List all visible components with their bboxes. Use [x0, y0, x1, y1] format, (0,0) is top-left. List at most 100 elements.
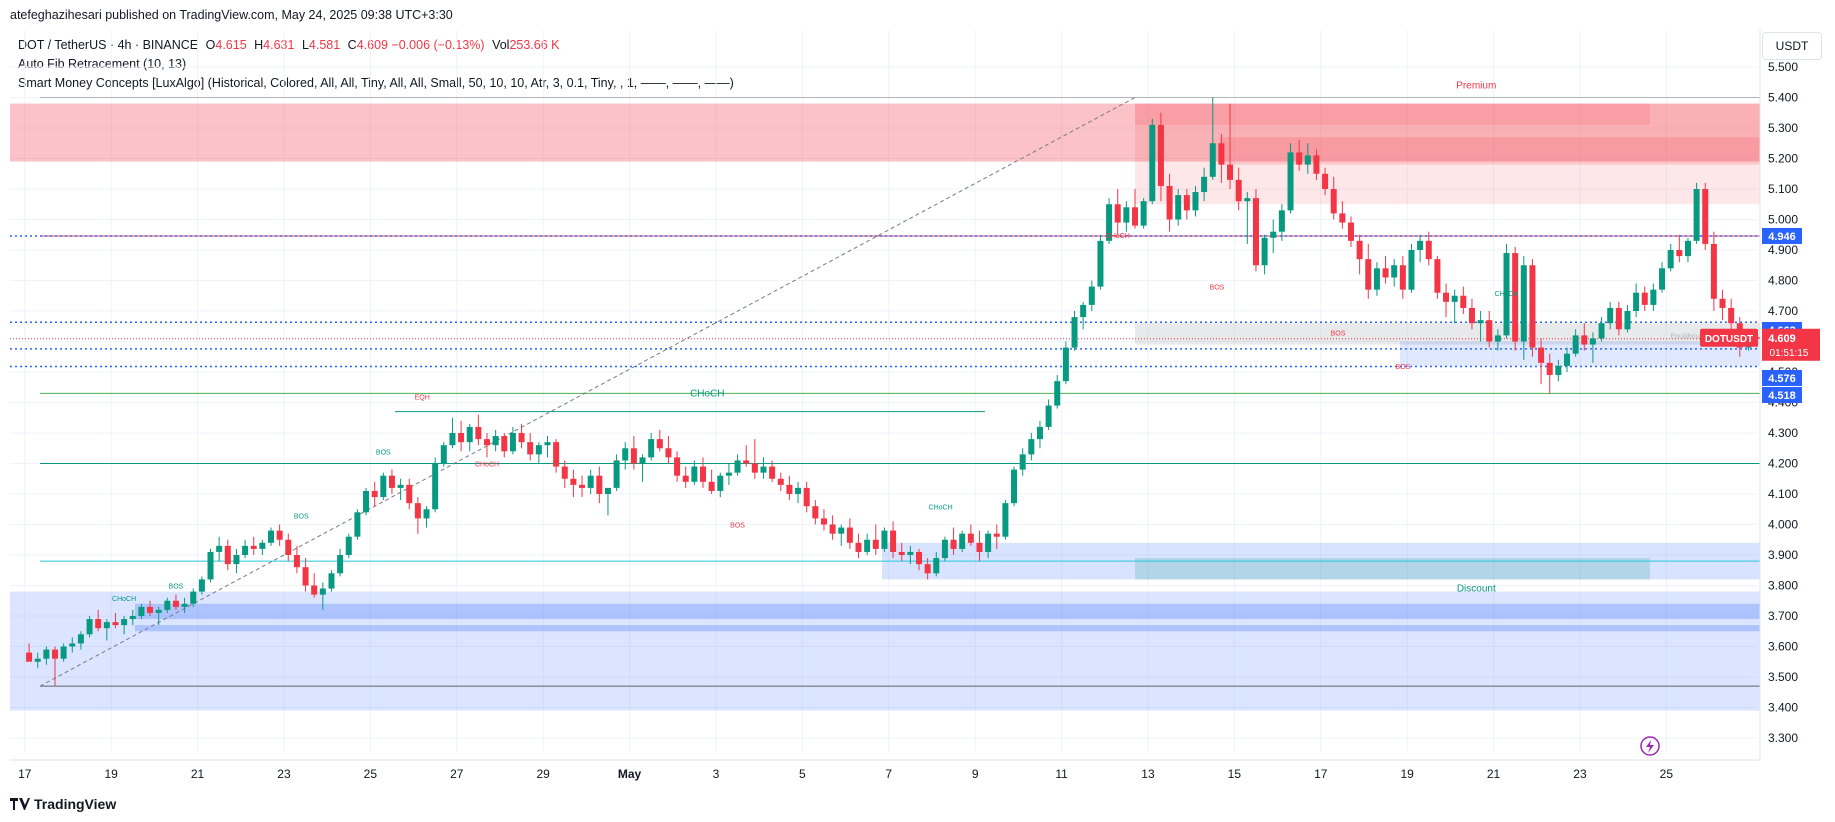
chart-annotation: BOS [169, 584, 184, 591]
symbol-tag: DOTUSDT [1705, 334, 1753, 345]
candle-body [302, 567, 309, 586]
candle-body [86, 619, 93, 635]
candle-body [1684, 240, 1691, 257]
candle-body [933, 558, 940, 574]
price-tag-bg [1762, 370, 1802, 386]
candle-body [1330, 189, 1337, 214]
symbol-tag-bg [1700, 328, 1758, 347]
candle-body [1201, 176, 1208, 193]
candle-body [1373, 268, 1380, 290]
candle-body [95, 619, 102, 629]
candle-body [1641, 292, 1648, 305]
candle-body [1313, 155, 1320, 174]
chart-annotation: BOS [294, 513, 309, 520]
candle-body [959, 533, 966, 549]
publish-info: atefeghazihesari published on TradingVie… [10, 8, 453, 22]
y-tick-label: 4.800 [1768, 274, 1798, 288]
candle-body [1719, 298, 1726, 308]
candle-body [1710, 243, 1717, 299]
candle-body [1071, 317, 1078, 348]
candle-body [155, 609, 162, 613]
candle-body [1417, 240, 1424, 250]
candle-body [1408, 250, 1415, 290]
candle-body [1520, 265, 1527, 342]
candle-body [1062, 347, 1069, 382]
candle-body [639, 457, 646, 464]
candle-body [492, 436, 499, 446]
currency-button[interactable]: USDT [1762, 32, 1822, 60]
candle-body [1494, 335, 1501, 342]
lightning-icon[interactable] [1646, 740, 1654, 753]
demand-zone-low-2 [135, 625, 1760, 632]
chart-annotation: Premium [1456, 80, 1496, 91]
candle-body [311, 585, 318, 595]
candle-body [164, 600, 171, 610]
candle-body [1261, 237, 1268, 266]
candle-body [1140, 201, 1147, 226]
candle-body [1227, 164, 1234, 180]
candle-body [864, 539, 871, 552]
candle-body [890, 530, 897, 552]
candle-body [700, 466, 706, 482]
candle-body [1114, 204, 1121, 223]
discount-zone [10, 591, 1760, 711]
candle-body [1192, 192, 1199, 211]
candle-body [872, 539, 879, 549]
symbol-label[interactable]: DOT / TetherUS · 4h · BINANCE [18, 38, 199, 52]
chart-annotation: CHoCH [475, 462, 499, 469]
candle-body [1183, 195, 1190, 211]
candle-body [112, 622, 119, 626]
candle-body [743, 460, 750, 464]
candle-body [613, 460, 620, 488]
candle-body [527, 442, 534, 455]
tradingview-logo-icon [10, 798, 30, 810]
candle-body [656, 439, 663, 449]
countdown-tag: 01:51:15 [1770, 348, 1809, 359]
indicator-smc[interactable]: Smart Money Concepts [LuxAlgo] (Historic… [18, 76, 734, 90]
x-tick-label: May [618, 767, 642, 781]
x-tick-label: 25 [1660, 767, 1674, 781]
candle-body [924, 564, 931, 574]
high-value: 4.631 [263, 38, 295, 52]
demand-zone-low-1 [135, 603, 1760, 620]
candle-body [181, 603, 188, 607]
candle-body [1693, 189, 1700, 241]
candle-body [630, 448, 637, 464]
candle-body [1132, 207, 1138, 226]
candle-body [69, 643, 76, 647]
candle-body [380, 475, 387, 498]
candle-body [907, 551, 914, 555]
x-tick-label: 21 [191, 767, 205, 781]
price-tag-bg [1762, 227, 1802, 244]
open-label: O [205, 38, 216, 52]
candle-body [337, 555, 344, 574]
candle-body [976, 542, 983, 552]
candle-body [916, 551, 922, 565]
candle-body [129, 616, 136, 620]
candle-body [268, 530, 274, 543]
x-tick-label: 19 [1400, 767, 1414, 781]
candle-body [1157, 124, 1164, 186]
candle-body [1218, 143, 1225, 165]
candle-body [1080, 304, 1087, 318]
candle-body [293, 555, 300, 568]
candle-body [1581, 335, 1588, 345]
chart-annotation: Equilibrium [1671, 333, 1706, 340]
candle-body [691, 466, 698, 482]
candle-body [1443, 292, 1450, 302]
candle-body [881, 530, 888, 549]
y-tick-label: 4.100 [1768, 487, 1798, 501]
alert-icon[interactable] [1640, 736, 1660, 756]
candle-body [147, 606, 154, 613]
candle-body [509, 433, 516, 452]
x-tick-label: 9 [972, 767, 979, 781]
candle-body [432, 463, 439, 510]
y-tick-label: 3.400 [1768, 701, 1798, 715]
candle-body [1477, 320, 1484, 324]
candle-body [570, 478, 577, 485]
candle-body [319, 588, 326, 595]
candle-body [1434, 259, 1441, 293]
x-tick-label: 7 [885, 767, 892, 781]
candle-body [829, 524, 836, 534]
